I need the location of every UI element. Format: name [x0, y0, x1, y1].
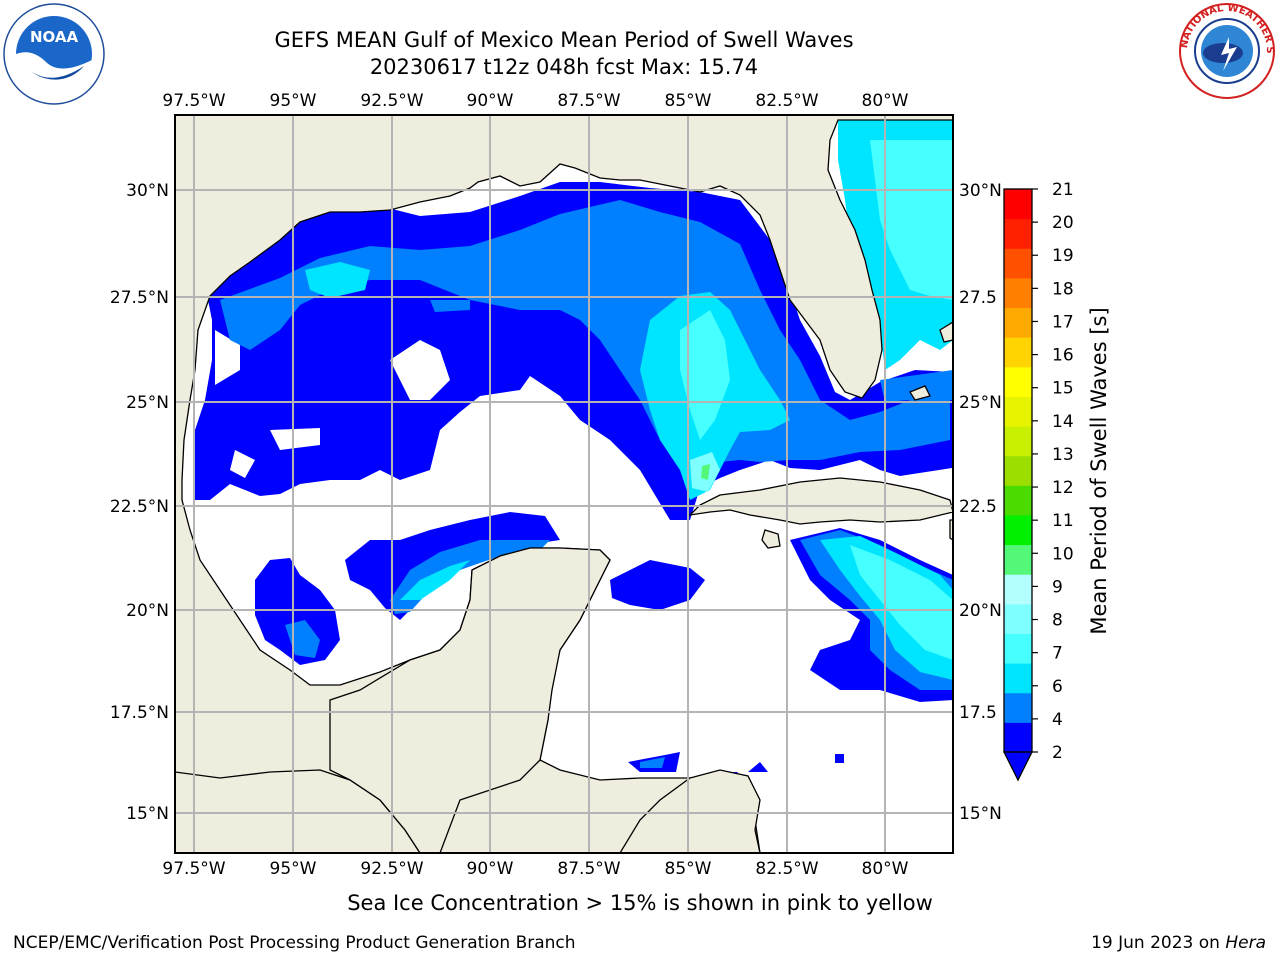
colorbar-label: Mean Period of Swell Waves [s] [1087, 307, 1111, 634]
credit-line: NCEP/EMC/Verification Post Processing Pr… [13, 933, 576, 953]
lat-label-right-27-5: 27.5 [959, 288, 997, 308]
lon-label-top-82-5w: 82.5°W [755, 91, 818, 111]
colorbar-tick-label: 14 [1052, 412, 1074, 432]
lat-label-left-27-5n: 27.5°N [110, 288, 169, 308]
noaa-logo: NOAA [3, 3, 105, 105]
colorbar-band [1004, 544, 1032, 575]
colorbar-band [1004, 218, 1032, 249]
lon-label-bottom-95w: 95°W [270, 859, 317, 879]
lat-label-left-17-5n: 17.5°N [110, 703, 169, 723]
plot-subtitle: 20230617 t12z 048h fcst Max: 15.74 [369, 55, 759, 79]
colorbar-tick-label: 4 [1052, 710, 1063, 730]
colorbar-tick-label: 18 [1052, 279, 1074, 299]
date-stamp: 19 Jun 2023 on Hera [1091, 933, 1266, 953]
lat-label-left-22-5n: 22.5°N [110, 497, 169, 517]
noaa-logo-text: NOAA [30, 28, 79, 46]
lon-label-bottom-80w: 80°W [862, 859, 909, 879]
plot-title: GEFS MEAN Gulf of Mexico Mean Period of … [274, 28, 854, 52]
nws-logo: NATIONAL WEATHER SERVICE [1177, 1, 1275, 99]
lat-label-right-17-5: 17.5 [959, 703, 997, 723]
colorbar-band [1004, 485, 1032, 516]
colorbar-band [1004, 514, 1032, 546]
colorbar-band [1004, 603, 1032, 634]
lat-label-right-22-5: 22.5 [959, 497, 997, 517]
colorbar-frame [1003, 188, 1033, 753]
lon-label-bottom-87-5w: 87.5°W [557, 859, 620, 879]
lon-label-top-80w: 80°W [862, 91, 909, 111]
lat-label-left-30n: 30°N [126, 181, 169, 201]
lat-label-right-15n: 15°N [959, 804, 1002, 824]
yucatan-peninsula [329, 547, 611, 853]
lat-label-left-20n: 20°N [126, 601, 169, 621]
colorbar-band [1004, 248, 1032, 279]
colorbar-tick-label: 16 [1052, 346, 1074, 366]
lat-label-right-25n: 25°N [959, 393, 1002, 413]
lon-label-bottom-92-5w: 92.5°W [360, 859, 423, 879]
lon-label-bottom-82-5w: 82.5°W [755, 859, 818, 879]
colorbar-band [1004, 366, 1032, 397]
colorbar-bands [1004, 189, 1032, 753]
lon-label-top-97-5w: 97.5°W [162, 91, 225, 111]
colorbar-band [1004, 337, 1032, 368]
colorbar-tick-label: 10 [1052, 544, 1074, 564]
colorbar-band [1004, 307, 1032, 338]
colorbar-tick-label: 13 [1052, 445, 1074, 465]
map-frame [174, 114, 954, 854]
colorbar-band [1004, 722, 1032, 753]
lat-label-left-15n: 15°N [126, 804, 169, 824]
colorbar-band [1004, 574, 1032, 605]
colorbar-tick-label: 9 [1052, 577, 1063, 597]
colorbar-tick-label: 7 [1052, 644, 1063, 664]
lat-label-right-20n: 20°N [959, 601, 1002, 621]
lon-label-top-90w: 90°W [467, 91, 514, 111]
lon-label-top-92-5w: 92.5°W [360, 91, 423, 111]
colorbar-extend-arrow [1002, 751, 1034, 782]
lon-label-bottom-85w: 85°W [665, 859, 712, 879]
colorbar-tick-label: 20 [1052, 213, 1074, 233]
colorbar-tick-label: 21 [1052, 180, 1074, 200]
colorbar-ticks: 2 4 6 7 8 9 10 11 12 13 14 15 16 17 18 19 20 21 [1032, 180, 1074, 763]
lon-label-bottom-90w: 90°W [467, 859, 514, 879]
colorbar-tick-label: 2 [1052, 743, 1063, 763]
colorbar-tick-label: 6 [1052, 677, 1063, 697]
colorbar-band [1004, 663, 1032, 694]
lat-label-left-25n: 25°N [126, 393, 169, 413]
colorbar-tick-label: 19 [1052, 246, 1074, 266]
date-text: 19 Jun 2023 on [1091, 933, 1226, 953]
colorbar-tick-label: 8 [1052, 611, 1063, 631]
lat-label-right-30n: 30°N [959, 181, 1002, 201]
lon-label-bottom-97-5w: 97.5°W [162, 859, 225, 879]
colorbar-tick-label: 12 [1052, 478, 1074, 498]
lon-label-top-85w: 85°W [665, 91, 712, 111]
host-name: Hera [1225, 933, 1266, 953]
lon-label-top-95w: 95°W [270, 91, 317, 111]
graticule [175, 115, 953, 853]
colorbar-band [1004, 189, 1032, 220]
colorbar-tick-label: 15 [1052, 379, 1074, 399]
lon-label-top-87-5w: 87.5°W [557, 91, 620, 111]
colorbar-band [1004, 426, 1032, 457]
caption: Sea Ice Concentration > 15% is shown in … [347, 891, 933, 915]
colorbar-band [1004, 396, 1032, 427]
colorbar-band [1004, 277, 1032, 309]
colorbar-band [1004, 455, 1032, 486]
colorbar-band [1004, 633, 1032, 664]
colorbar-band [1004, 692, 1032, 723]
colorbar-tick-label: 17 [1052, 312, 1074, 332]
colorbar-tick-label: 11 [1052, 511, 1074, 531]
